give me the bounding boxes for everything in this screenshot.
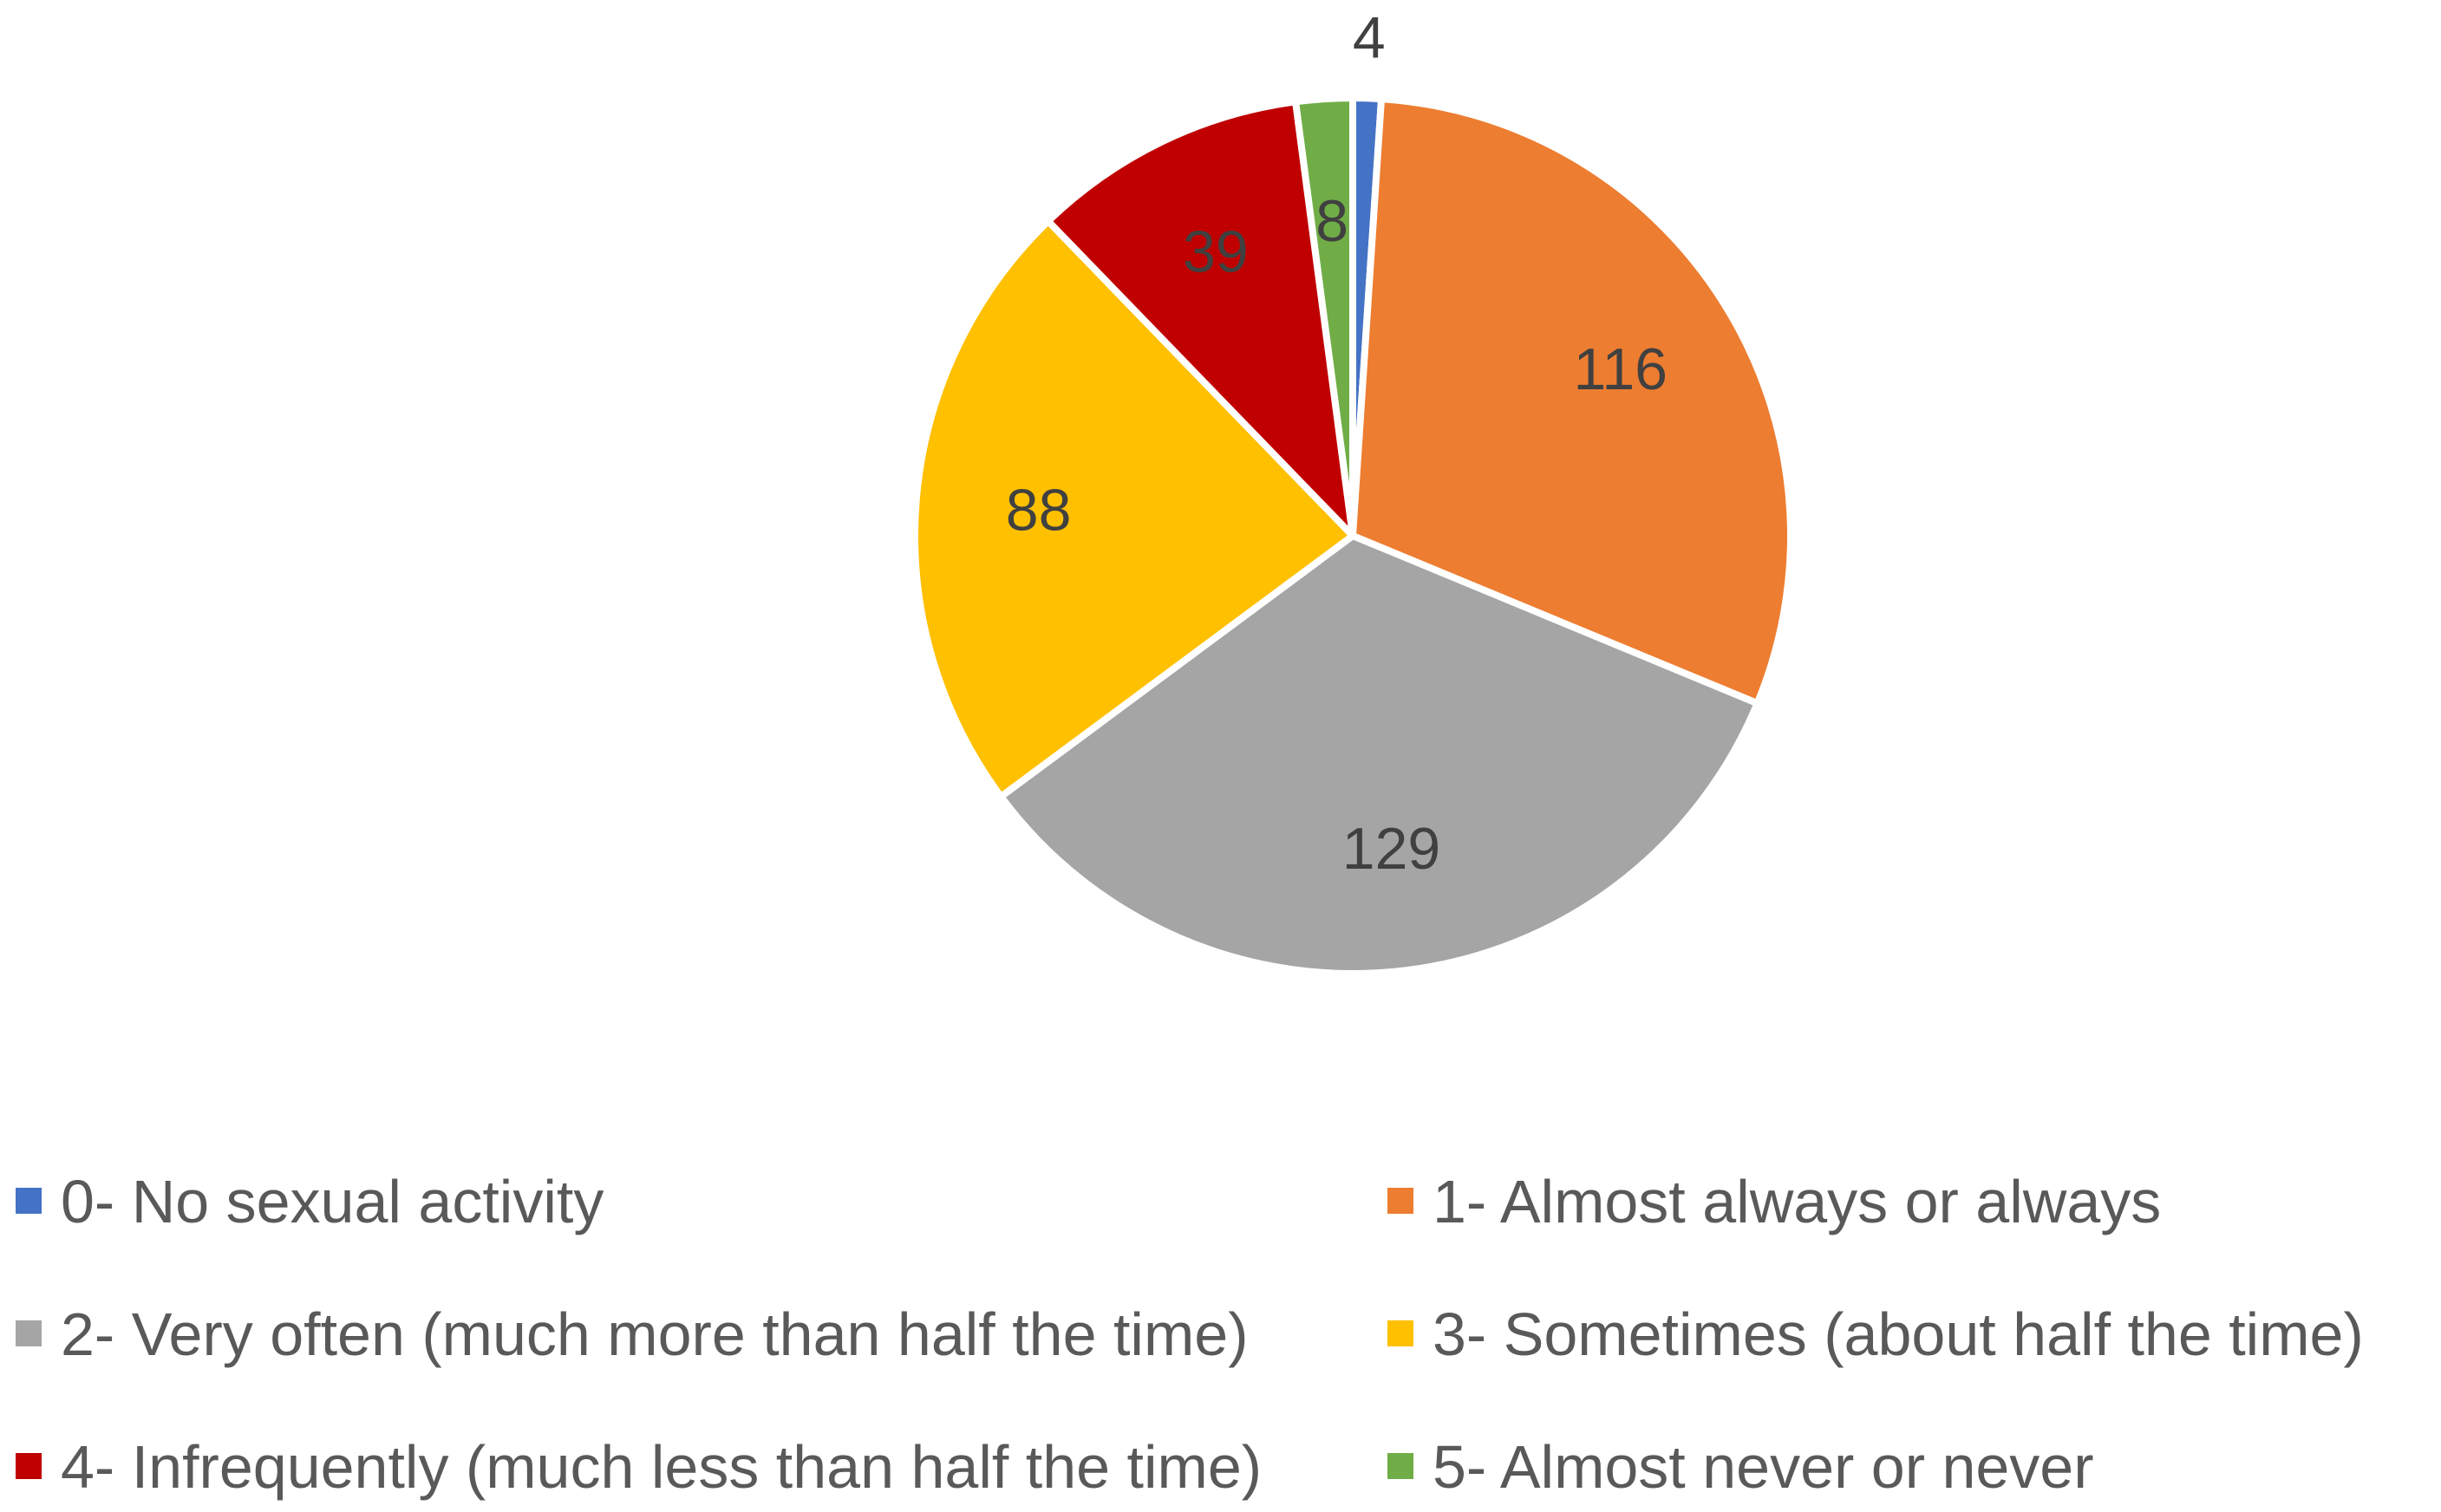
legend-swatch-3: [1387, 1320, 1413, 1346]
data-label-4: 39: [1183, 219, 1249, 285]
legend-label-0: 0- No sexual activity: [61, 1168, 604, 1235]
pie-slice-5: [1292, 94, 1356, 539]
legend-swatch-0: [16, 1188, 42, 1214]
legend-label-2: 2- Very often (much more than half the t…: [61, 1300, 1249, 1368]
pie-slice-1: [1349, 95, 1794, 707]
pie-data-labels: 4 116 129 88 39 8: [1006, 4, 1668, 882]
legend-label-3: 3- Sometimes (about half the time): [1433, 1300, 2364, 1368]
data-label-2: 129: [1342, 816, 1440, 882]
pie-slices: [911, 94, 1794, 977]
legend-label-4: 4- Infrequently (much less than half the…: [61, 1433, 1262, 1501]
legend-swatch-4: [16, 1453, 42, 1479]
data-label-5: 8: [1315, 188, 1348, 254]
legend-label-1: 1- Almost always or always: [1433, 1168, 2161, 1235]
data-label-3: 88: [1006, 477, 1072, 543]
legend-label-5: 5- Almost never or never: [1433, 1433, 2094, 1501]
legend: 0- No sexual activity 1- Almost always or…: [16, 1168, 2364, 1501]
data-label-1: 116: [1574, 336, 1668, 402]
pie-slice-3: [911, 218, 1356, 800]
data-label-0: 4: [1353, 4, 1386, 70]
legend-swatch-5: [1387, 1453, 1413, 1479]
legend-swatch-2: [16, 1320, 42, 1346]
legend-swatch-1: [1387, 1188, 1413, 1214]
pie-slice-2: [997, 532, 1761, 977]
pie-slice-4: [1044, 98, 1356, 539]
